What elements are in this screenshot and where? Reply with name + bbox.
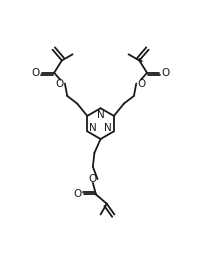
Text: O: O — [73, 189, 82, 200]
Text: O: O — [32, 68, 40, 78]
Text: O: O — [55, 79, 64, 88]
Text: N: N — [89, 123, 97, 133]
Text: O: O — [88, 174, 96, 184]
Text: O: O — [138, 79, 146, 88]
Text: N: N — [104, 123, 112, 133]
Text: N: N — [97, 110, 104, 120]
Text: O: O — [161, 68, 170, 78]
